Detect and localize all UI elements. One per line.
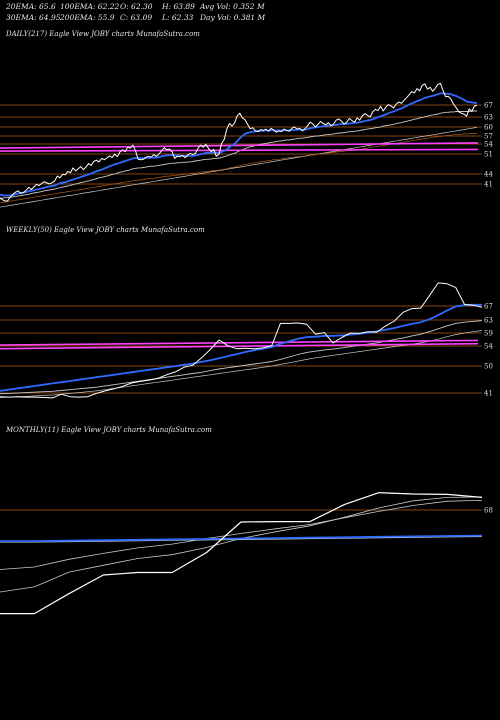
daily-level-label: 51 <box>484 151 493 159</box>
weekly-magenta-2-line <box>0 339 479 346</box>
daily-level-label: 44 <box>484 171 493 179</box>
monthly-level-label: 68 <box>484 507 493 515</box>
weekly-level-label: 54 <box>484 343 493 351</box>
avg-volume-stat: Avg Vol: 0.352 M <box>200 2 265 11</box>
low-stat: L: 62.33 <box>162 13 194 22</box>
high-stat: H: 63.89 <box>162 2 195 11</box>
open-stat: O: 62.30 <box>120 2 153 11</box>
weekly-price-line <box>0 282 483 399</box>
ema20-stat: 20EMA: 65.6 <box>6 2 56 11</box>
weekly-level-label: 63 <box>484 317 493 325</box>
weekly-level-label: 41 <box>484 390 493 398</box>
monthly-panel: 68 <box>0 492 493 615</box>
daily-price-line <box>0 82 478 202</box>
daily-magenta-1-line <box>0 148 479 152</box>
monthly-panel-title: MONTHLY(11) Eagle View JOBY charts Munaf… <box>6 426 212 434</box>
ema30-stat: 30EMA: 64.95 <box>6 13 61 22</box>
monthly-ema-mid2-line <box>0 500 483 570</box>
daily-magenta-2-line <box>0 142 479 149</box>
monthly-ema-mid-line <box>0 496 483 593</box>
monthly-price-line <box>0 492 483 615</box>
day-volume-stat: Day Vol: 0.381 M <box>200 13 266 22</box>
daily-level-label: 57 <box>484 133 493 141</box>
ema100-stat: 100EMA: 62.22 <box>60 2 120 11</box>
weekly-level-label: 67 <box>484 303 493 311</box>
monthly-ema-fast-line <box>0 534 483 542</box>
daily-level-label: 41 <box>484 181 493 189</box>
weekly-ema-slow-line <box>0 320 483 395</box>
weekly-panel-title: WEEKLY(50) Eagle View JOBY charts Munafa… <box>6 226 205 234</box>
weekly-magenta-1-line <box>0 342 479 350</box>
weekly-panel: 67 63 59 54 50 41 <box>0 282 493 399</box>
weekly-ema-long-line <box>0 330 483 398</box>
daily-ema-fast-line <box>0 92 478 197</box>
daily-level-label: 63 <box>484 114 493 122</box>
weekly-ema-fast-line <box>0 303 482 392</box>
ema200-stat: 200EMA: 55.9 <box>60 13 115 22</box>
daily-level-label: 54 <box>484 141 493 149</box>
daily-level-label: 67 <box>484 102 493 110</box>
close-stat: C: 63.09 <box>120 13 153 22</box>
daily-panel-title: DAILY(217) Eagle View JOBY charts Munafa… <box>6 30 200 38</box>
weekly-level-label: 59 <box>484 330 493 338</box>
daily-level-label: 60 <box>484 124 493 132</box>
daily-ema-200-line <box>0 127 478 208</box>
weekly-level-label: 50 <box>484 363 493 371</box>
daily-ema-slow-line <box>0 110 477 199</box>
